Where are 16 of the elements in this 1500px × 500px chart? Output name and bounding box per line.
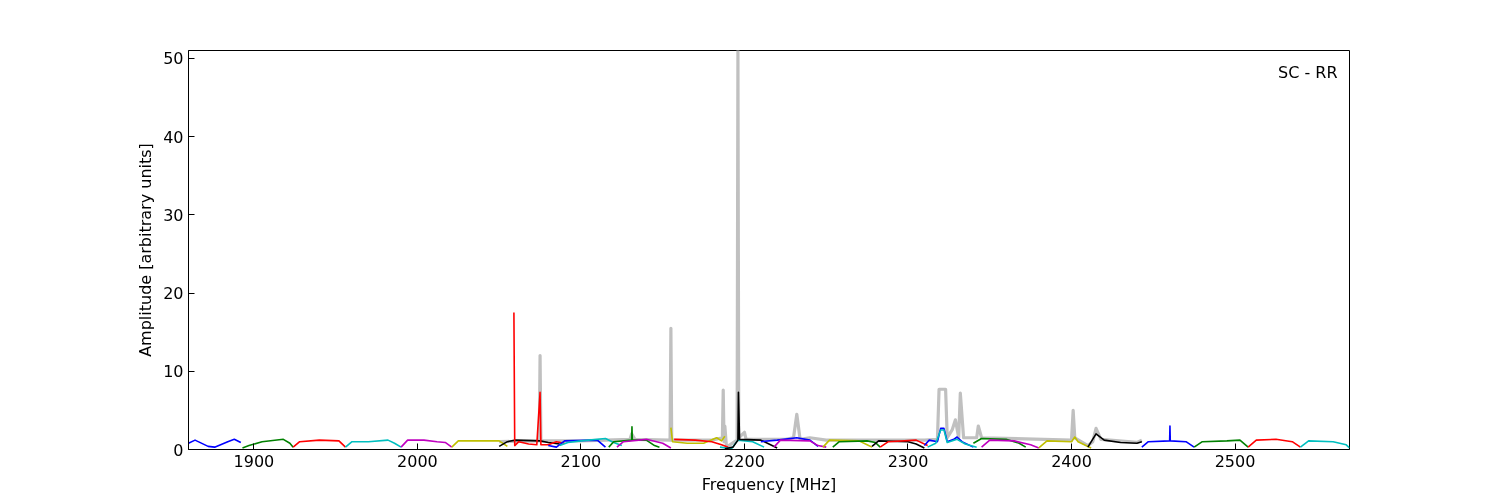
- y-tick-label: 0: [173, 440, 184, 460]
- x-tick-label: 2400: [1051, 451, 1092, 471]
- y-tick-label: 50: [163, 49, 184, 69]
- y-axis-title: Amplitude [arbitrary units]: [136, 143, 156, 357]
- y-tick-label: 30: [163, 205, 184, 225]
- y-tick-label: 40: [163, 127, 184, 147]
- x-tick-label: 2300: [887, 451, 929, 471]
- y-tick-label: 10: [163, 362, 184, 382]
- x-tick-label: 2500: [1214, 451, 1256, 471]
- y-tick-label: 20: [163, 284, 184, 304]
- x-tick-label: 2100: [560, 451, 602, 471]
- annotation: SC - RR: [1277, 62, 1338, 82]
- x-tick-label: 2200: [724, 451, 765, 471]
- x-tick-label: 1900: [233, 451, 275, 471]
- x-axis-title: Frequency [MHz]: [701, 474, 837, 494]
- x-tick-label: 2000: [397, 451, 438, 471]
